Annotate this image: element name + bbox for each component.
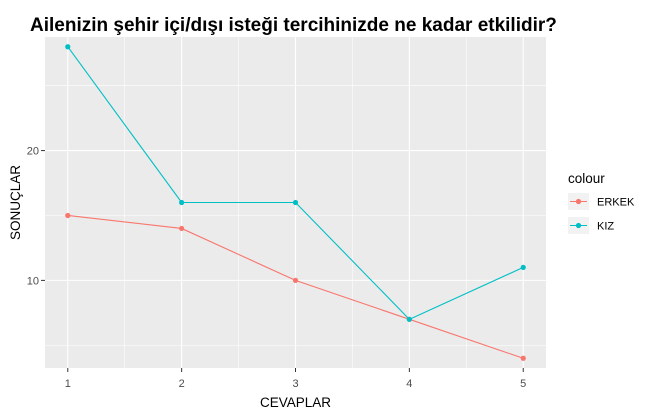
data-point-kiz xyxy=(65,44,71,50)
x-tick-label: 1 xyxy=(65,378,71,390)
x-tick-label: 2 xyxy=(179,378,185,390)
x-axis-title: CEVAPLAR xyxy=(260,395,331,410)
data-point-kiz xyxy=(520,264,526,271)
legend: colour ERKEK KIZ xyxy=(568,171,635,234)
legend-label-erkek: ERKEK xyxy=(597,197,635,209)
y-tick-label: 10 xyxy=(27,275,39,287)
data-point-kiz xyxy=(406,316,412,322)
legend-point-erkek xyxy=(575,198,582,205)
data-point-erkek xyxy=(520,355,526,361)
x-axis: 1 2 3 4 5 xyxy=(65,368,526,390)
y-tick-label: 20 xyxy=(27,146,39,158)
x-tick-label: 5 xyxy=(520,378,526,390)
y-axis: 10 20 xyxy=(27,146,45,287)
data-point-erkek xyxy=(65,212,71,219)
series-layer xyxy=(65,44,526,361)
data-point-erkek xyxy=(179,225,185,232)
data-point-erkek xyxy=(292,277,299,283)
x-tick-label: 4 xyxy=(406,378,412,390)
data-point-kiz xyxy=(292,199,299,206)
chart-title: Ailenizin şehir içi/dışı isteği tercihin… xyxy=(30,15,557,36)
y-axis-title: SONUÇLAR xyxy=(8,165,23,240)
data-point-kiz xyxy=(179,199,185,206)
x-tick-label: 3 xyxy=(292,378,298,390)
legend-title: colour xyxy=(568,171,605,186)
legend-label-kiz: KIZ xyxy=(597,221,614,233)
legend-point-kiz xyxy=(575,222,582,229)
